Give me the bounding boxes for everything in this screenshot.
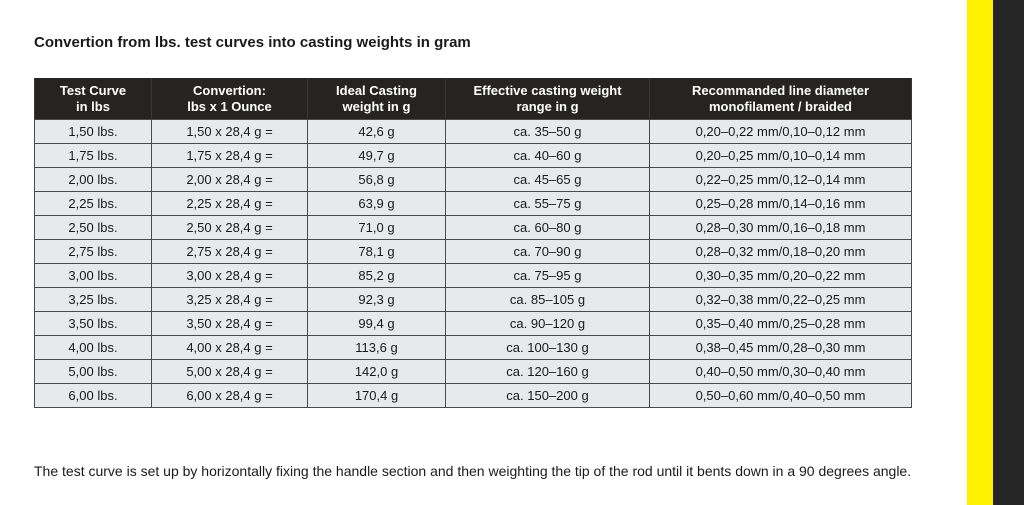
cell-ideal-weight: 63,9 g (307, 191, 446, 216)
conversion-table: Test Curve in lbs Convertion: lbs x 1 Ou… (34, 78, 912, 408)
header-weight-range: Effective casting weight range in g (445, 78, 650, 120)
cell-line-diameter: 0,50–0,60 mm/0,40–0,50 mm (649, 383, 912, 408)
table-row: 3,50 lbs. 3,50 x 28,4 g = 99,4 g ca. 90–120… (34, 311, 912, 336)
cell-ideal-weight: 92,3 g (307, 287, 446, 312)
cell-test-curve: 3,25 lbs. (34, 287, 152, 312)
cell-line-diameter: 0,20–0,22 mm/0,10–0,12 mm (649, 119, 912, 144)
cell-weight-range: ca. 60–80 g (445, 215, 650, 240)
cell-line-diameter: 0,40–0,50 mm/0,30–0,40 mm (649, 359, 912, 384)
cell-weight-range: ca. 150–200 g (445, 383, 650, 408)
cell-line-diameter: 0,32–0,38 mm/0,22–0,25 mm (649, 287, 912, 312)
cell-test-curve: 3,50 lbs. (34, 311, 152, 336)
cell-convertion: 1,50 x 28,4 g = (151, 119, 308, 144)
cell-weight-range: ca. 75–95 g (445, 263, 650, 288)
header-convertion: Convertion: lbs x 1 Ounce (151, 78, 308, 120)
cell-weight-range: ca. 100–130 g (445, 335, 650, 360)
cell-test-curve: 2,50 lbs. (34, 215, 152, 240)
cell-convertion: 2,75 x 28,4 g = (151, 239, 308, 264)
header-ideal-weight: Ideal Casting weight in g (307, 78, 446, 120)
cell-ideal-weight: 99,4 g (307, 311, 446, 336)
cell-weight-range: ca. 35–50 g (445, 119, 650, 144)
cell-test-curve: 2,00 lbs. (34, 167, 152, 192)
table-row: 6,00 lbs. 6,00 x 28,4 g = 170,4 g ca. 150–2… (34, 383, 912, 408)
cell-weight-range: ca. 85–105 g (445, 287, 650, 312)
table-row: 2,25 lbs. 2,25 x 28,4 g = 63,9 g ca. 55–75 … (34, 191, 912, 216)
test-curve-footnote: The test curve is set up by horizontally… (34, 463, 912, 479)
cell-line-diameter: 0,22–0,25 mm/0,12–0,14 mm (649, 167, 912, 192)
cell-line-diameter: 0,38–0,45 mm/0,28–0,30 mm (649, 335, 912, 360)
cell-convertion: 4,00 x 28,4 g = (151, 335, 308, 360)
cell-line-diameter: 0,35–0,40 mm/0,25–0,28 mm (649, 311, 912, 336)
table-row: 2,50 lbs. 2,50 x 28,4 g = 71,0 g ca. 60–80 … (34, 215, 912, 240)
cell-ideal-weight: 42,6 g (307, 119, 446, 144)
table-row: 1,75 lbs. 1,75 x 28,4 g = 49,7 g ca. 40–60 … (34, 143, 912, 168)
cell-test-curve: 2,75 lbs. (34, 239, 152, 264)
cell-test-curve: 6,00 lbs. (34, 383, 152, 408)
cell-line-diameter: 0,20–0,25 mm/0,10–0,14 mm (649, 143, 912, 168)
cell-test-curve: 2,25 lbs. (34, 191, 152, 216)
header-line-diameter: Recommanded line diameter monofilament /… (649, 78, 912, 120)
cell-line-diameter: 0,25–0,28 mm/0,14–0,16 mm (649, 191, 912, 216)
cell-ideal-weight: 56,8 g (307, 167, 446, 192)
cell-convertion: 3,25 x 28,4 g = (151, 287, 308, 312)
cell-ideal-weight: 78,1 g (307, 239, 446, 264)
cell-test-curve: 4,00 lbs. (34, 335, 152, 360)
header-test-curve: Test Curve in lbs (34, 78, 152, 120)
cell-ideal-weight: 85,2 g (307, 263, 446, 288)
cell-convertion: 2,00 x 28,4 g = (151, 167, 308, 192)
cell-weight-range: ca. 120–160 g (445, 359, 650, 384)
cell-line-diameter: 0,28–0,30 mm/0,16–0,18 mm (649, 215, 912, 240)
cell-weight-range: ca. 70–90 g (445, 239, 650, 264)
table-row: 1,50 lbs. 1,50 x 28,4 g = 42,6 g ca. 35–50 … (34, 119, 912, 144)
table-row: 5,00 lbs. 5,00 x 28,4 g = 142,0 g ca. 120–1… (34, 359, 912, 384)
cell-convertion: 5,00 x 28,4 g = (151, 359, 308, 384)
page-title: Convertion from lbs. test curves into ca… (34, 34, 471, 51)
cell-weight-range: ca. 90–120 g (445, 311, 650, 336)
table-row: 3,00 lbs. 3,00 x 28,4 g = 85,2 g ca. 75–95 … (34, 263, 912, 288)
cell-line-diameter: 0,28–0,32 mm/0,18–0,20 mm (649, 239, 912, 264)
table-row: 3,25 lbs. 3,25 x 28,4 g = 92,3 g ca. 85–105… (34, 287, 912, 312)
cell-test-curve: 1,50 lbs. (34, 119, 152, 144)
yellow-accent-stripe (967, 0, 993, 505)
cell-convertion: 3,00 x 28,4 g = (151, 263, 308, 288)
cell-convertion: 6,00 x 28,4 g = (151, 383, 308, 408)
cell-ideal-weight: 49,7 g (307, 143, 446, 168)
cell-line-diameter: 0,30–0,35 mm/0,20–0,22 mm (649, 263, 912, 288)
table-row: 2,00 lbs. 2,00 x 28,4 g = 56,8 g ca. 45–65 … (34, 167, 912, 192)
cell-convertion: 1,75 x 28,4 g = (151, 143, 308, 168)
cell-ideal-weight: 170,4 g (307, 383, 446, 408)
cell-weight-range: ca. 45–65 g (445, 167, 650, 192)
table-body: 1,50 lbs. 1,50 x 28,4 g = 42,6 g ca. 35–50 … (34, 119, 912, 408)
table-header-row: Test Curve in lbs Convertion: lbs x 1 Ou… (34, 78, 912, 120)
cell-test-curve: 1,75 lbs. (34, 143, 152, 168)
cell-test-curve: 3,00 lbs. (34, 263, 152, 288)
cell-convertion: 2,50 x 28,4 g = (151, 215, 308, 240)
cell-weight-range: ca. 55–75 g (445, 191, 650, 216)
cell-ideal-weight: 71,0 g (307, 215, 446, 240)
cell-ideal-weight: 113,6 g (307, 335, 446, 360)
cell-weight-range: ca. 40–60 g (445, 143, 650, 168)
cell-convertion: 2,25 x 28,4 g = (151, 191, 308, 216)
cell-convertion: 3,50 x 28,4 g = (151, 311, 308, 336)
table-row: 2,75 lbs. 2,75 x 28,4 g = 78,1 g ca. 70–90 … (34, 239, 912, 264)
table-row: 4,00 lbs. 4,00 x 28,4 g = 113,6 g ca. 100–1… (34, 335, 912, 360)
dark-accent-stripe (993, 0, 1024, 505)
cell-test-curve: 5,00 lbs. (34, 359, 152, 384)
cell-ideal-weight: 142,0 g (307, 359, 446, 384)
